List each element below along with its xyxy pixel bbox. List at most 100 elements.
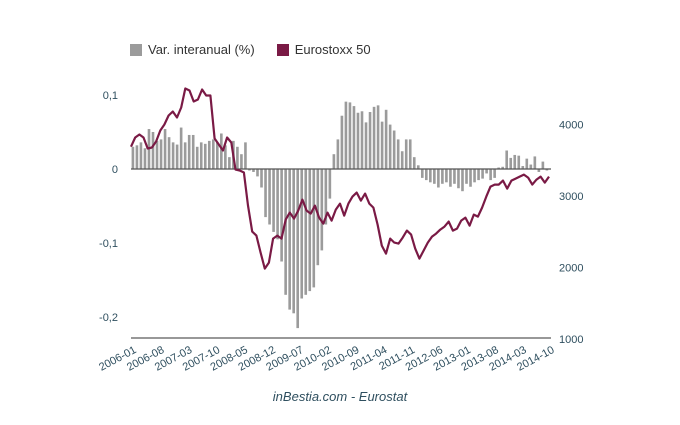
bar — [151, 132, 155, 169]
bar — [392, 130, 396, 169]
bar — [236, 146, 239, 169]
bar — [461, 169, 464, 192]
bar — [352, 106, 356, 169]
legend-label: Var. interanual (%) — [148, 42, 255, 57]
bar — [183, 142, 187, 169]
source-caption: inBestia.com - Eurostat — [272, 389, 408, 404]
bar — [260, 169, 263, 188]
bar — [155, 140, 159, 169]
bar — [416, 165, 420, 169]
bar — [517, 155, 521, 169]
bar — [244, 142, 247, 169]
bar — [332, 154, 336, 169]
bar — [457, 169, 460, 189]
bar — [312, 169, 316, 288]
bar — [159, 139, 163, 169]
bar — [412, 157, 416, 169]
bar — [143, 148, 147, 169]
bar — [163, 129, 167, 169]
bar — [228, 157, 231, 169]
bar — [513, 154, 517, 169]
bar — [308, 169, 312, 292]
bar — [360, 111, 364, 169]
bar — [348, 102, 352, 169]
bar — [453, 169, 456, 184]
bar — [240, 154, 243, 169]
bar — [368, 112, 372, 169]
bar — [256, 169, 259, 177]
bar — [376, 105, 380, 169]
bar — [203, 143, 207, 169]
bar — [175, 144, 179, 169]
legend-item-eurostoxx: Eurostoxx 50 — [276, 42, 371, 57]
legend-label: Eurostoxx 50 — [294, 42, 371, 57]
bar — [344, 101, 348, 169]
bar — [328, 169, 332, 199]
bar — [384, 109, 388, 169]
legend-item-variation: Var. interanual (%) — [130, 42, 255, 57]
bar — [167, 137, 171, 169]
bar — [420, 169, 424, 178]
bar — [449, 169, 452, 187]
right-axis-tick-label: 3000 — [559, 191, 583, 203]
bar — [509, 157, 513, 169]
bar — [485, 169, 488, 174]
bar — [288, 169, 291, 310]
bar — [400, 151, 404, 169]
bar — [296, 169, 300, 329]
bar — [135, 145, 139, 169]
bar — [356, 112, 360, 169]
bar — [272, 169, 275, 232]
bar — [324, 169, 328, 225]
bar — [224, 145, 227, 169]
left-axis-tick-label: 0 — [112, 164, 118, 176]
bar — [473, 169, 476, 183]
bar — [139, 142, 143, 169]
bar — [429, 169, 432, 183]
bar — [191, 134, 195, 169]
bar — [408, 139, 412, 169]
left-axis-tick-label: -0,1 — [99, 238, 118, 250]
bar — [264, 169, 267, 218]
bar — [505, 150, 509, 169]
bar — [292, 169, 295, 314]
bar — [216, 142, 219, 169]
bar — [481, 169, 484, 179]
left-axis-tick-label: 0,1 — [103, 90, 118, 102]
eurostoxx-line — [129, 87, 550, 270]
bar — [340, 115, 344, 169]
bar — [187, 134, 191, 169]
legend: Var. interanual (%) Eurostoxx 50 — [130, 42, 371, 57]
right-axis-tick-label: 2000 — [559, 263, 583, 275]
bar — [195, 146, 199, 169]
right-axis-tick-label: 4000 — [559, 120, 583, 132]
bar — [489, 169, 492, 181]
bar — [493, 169, 496, 178]
bar — [545, 169, 549, 171]
bar — [300, 169, 304, 299]
bar — [533, 156, 537, 169]
legend-swatch-maroon — [276, 43, 289, 56]
bar — [441, 169, 444, 184]
bar — [207, 140, 211, 169]
bar — [276, 169, 279, 240]
bar — [171, 142, 175, 169]
bar — [252, 169, 255, 172]
bar — [199, 142, 203, 169]
bar — [336, 139, 340, 169]
bar — [248, 169, 251, 171]
bar — [541, 161, 545, 169]
bar — [320, 169, 324, 251]
bar — [179, 127, 183, 169]
bar — [537, 169, 541, 172]
bar — [220, 133, 223, 169]
bar — [211, 139, 215, 169]
bar — [465, 169, 468, 184]
bar — [304, 169, 308, 295]
bar — [280, 169, 283, 262]
bar — [284, 169, 287, 295]
bar — [372, 106, 376, 169]
bar — [425, 169, 428, 181]
